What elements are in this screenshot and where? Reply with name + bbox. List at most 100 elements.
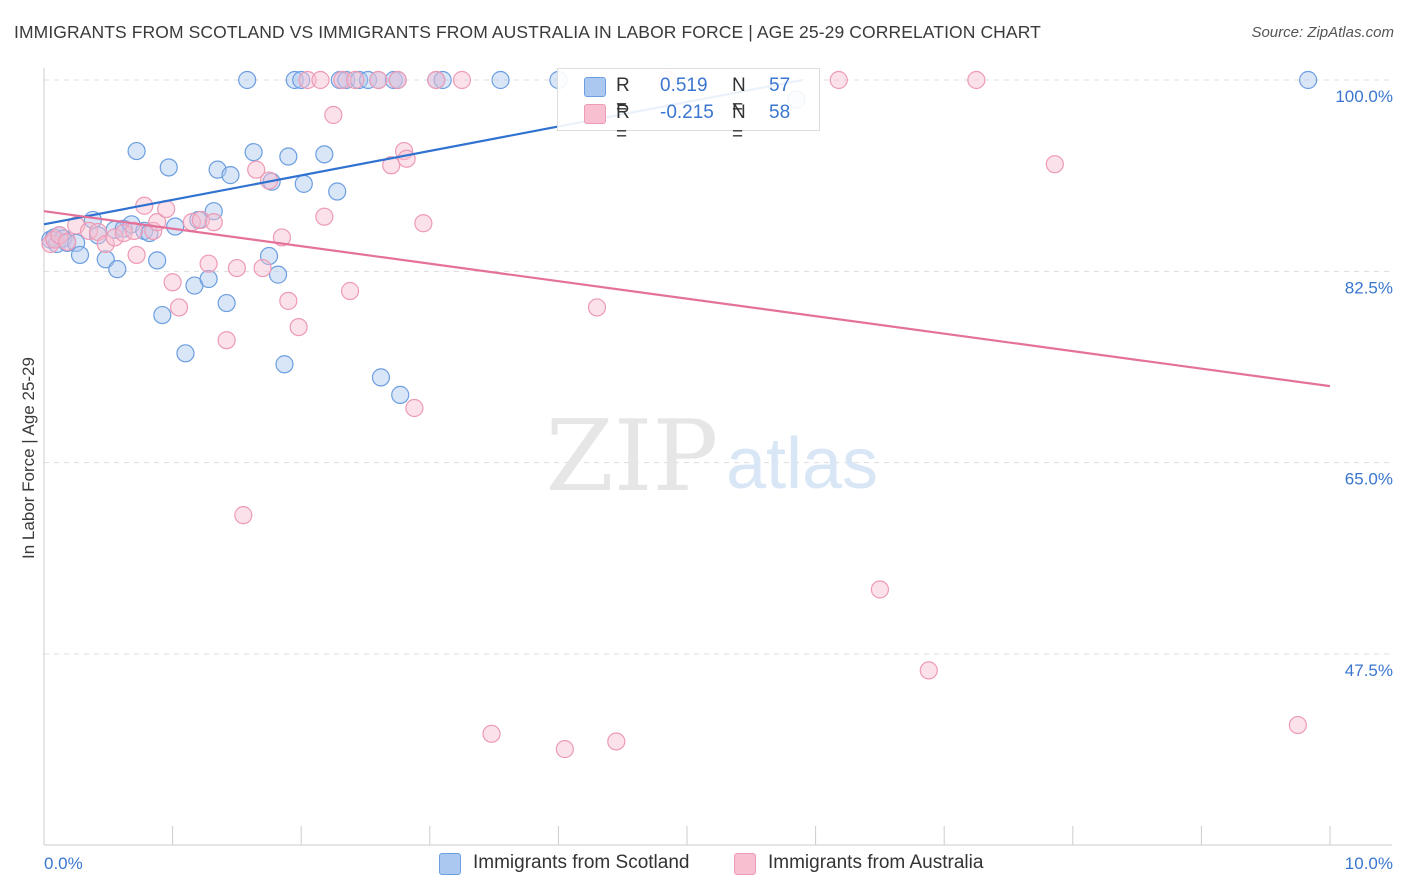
r-value: 0.519 xyxy=(660,75,708,96)
correlation-legend: R = 0.519 N = 57 R = -0.215 N = 58 xyxy=(557,68,820,145)
scotland-point xyxy=(371,368,391,387)
australia-point xyxy=(217,331,236,350)
australia-point xyxy=(324,105,343,125)
watermark-atlas: atlas xyxy=(726,424,878,504)
australia-point xyxy=(199,254,218,273)
scotland-point xyxy=(294,174,313,193)
scotland-point xyxy=(221,166,240,185)
scotland-point xyxy=(70,245,90,265)
scotland-point xyxy=(358,70,378,90)
australia-point xyxy=(279,291,298,310)
australia-point xyxy=(414,214,433,233)
australia-point xyxy=(289,317,308,337)
australia-point xyxy=(382,156,401,175)
scotland-point xyxy=(127,141,146,161)
australia-point xyxy=(829,70,848,90)
australia-point xyxy=(234,506,253,525)
australia-point xyxy=(967,70,986,90)
scotland-point xyxy=(217,293,236,313)
y-tick-label: 100.0% xyxy=(1335,87,1393,106)
scotland-point xyxy=(328,182,347,201)
scotland-point xyxy=(238,70,257,90)
scotland-point xyxy=(285,70,304,90)
australia-point xyxy=(607,732,626,751)
scotland-point xyxy=(244,143,263,162)
australia-point xyxy=(315,207,334,226)
australia-point xyxy=(388,70,407,90)
scotland-point xyxy=(176,344,195,363)
scotland-point xyxy=(1299,70,1318,90)
australia-point xyxy=(204,213,223,232)
australia-point xyxy=(253,258,272,278)
n-value: 58 xyxy=(769,102,791,123)
australia-point xyxy=(405,398,424,418)
source-label: Source: ZipAtlas.com xyxy=(1251,24,1394,41)
australia-point xyxy=(58,232,77,251)
australia-legend-swatch xyxy=(734,853,756,875)
australia-point xyxy=(298,70,317,90)
scotland-point xyxy=(279,147,298,166)
n-value: 57 xyxy=(769,75,791,96)
australia-point xyxy=(272,228,292,247)
australia-point xyxy=(247,160,266,179)
australia-point xyxy=(427,70,446,90)
australia-point xyxy=(870,580,890,599)
australia-point xyxy=(340,281,360,301)
scotland-point xyxy=(315,145,334,164)
australia-point xyxy=(452,70,472,90)
legend-label: Immigrants from Scotland xyxy=(473,852,690,873)
australia-point xyxy=(919,661,938,680)
legend-label: Immigrants from Australia xyxy=(768,852,984,873)
australia-point xyxy=(311,70,330,90)
n-label: N = xyxy=(732,75,746,118)
scotland-point xyxy=(166,217,185,236)
r-label: R = xyxy=(616,75,630,118)
australia-point xyxy=(1288,715,1307,735)
scotland-point xyxy=(384,70,403,90)
australia-swatch xyxy=(584,104,606,124)
r-value: -0.215 xyxy=(660,102,714,123)
scotland-point xyxy=(159,158,178,177)
tick-labels: 100.0% 82.5% 65.0% 47.5% 0.0% 10.0% xyxy=(44,87,1393,873)
australia-point xyxy=(163,273,182,292)
scotland-point xyxy=(391,385,410,404)
scotland-point xyxy=(148,251,167,270)
y-axis-title: In Labor Force | Age 25-29 xyxy=(19,357,38,559)
australia-point xyxy=(1045,155,1064,174)
y-tick-label: 82.5% xyxy=(1345,278,1393,297)
y-tick-label: 47.5% xyxy=(1345,661,1393,680)
australia-point xyxy=(169,298,189,317)
scotland-point xyxy=(275,355,294,374)
scotland-legend-swatch xyxy=(439,853,461,875)
scotland-point xyxy=(268,265,288,284)
chart-title: IMMIGRANTS FROM SCOTLAND VS IMMIGRANTS F… xyxy=(14,22,1041,42)
australia-point xyxy=(369,70,388,90)
australia-point xyxy=(397,149,416,168)
y-tick-label: 65.0% xyxy=(1345,470,1393,489)
australia-point xyxy=(127,245,146,265)
australia-points xyxy=(41,70,1307,759)
watermark-zip: ZIP xyxy=(546,400,719,514)
australia-point xyxy=(346,70,365,90)
n-label: N = xyxy=(732,102,746,145)
scotland-point xyxy=(433,70,452,90)
scotland-point xyxy=(153,305,172,325)
australia-point xyxy=(482,724,501,743)
axes xyxy=(43,68,1392,846)
scotland-point xyxy=(292,70,311,90)
australia-trendline xyxy=(43,210,1331,388)
australia-point xyxy=(227,258,246,278)
x-tick-label: 0.0% xyxy=(44,854,83,873)
australia-point xyxy=(96,234,115,254)
watermark: ZIP atlas xyxy=(546,400,878,514)
scotland-point xyxy=(108,260,127,279)
scotland-point xyxy=(491,70,510,90)
scotland-point xyxy=(199,269,218,289)
scotland-point xyxy=(96,250,115,269)
australia-point xyxy=(333,70,352,90)
x-tick-label: 10.0% xyxy=(1345,854,1393,873)
scotland-swatch xyxy=(584,77,606,97)
australia-point xyxy=(555,740,574,759)
australia-point xyxy=(105,228,124,247)
